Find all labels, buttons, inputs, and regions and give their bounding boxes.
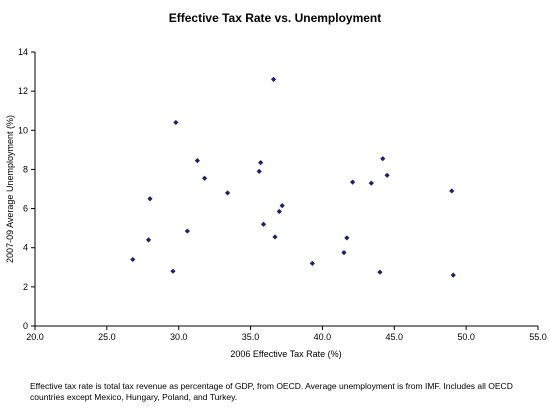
x-tick-label: 55.0 bbox=[529, 332, 547, 342]
y-tick-label: 12 bbox=[18, 86, 28, 96]
data-point bbox=[377, 269, 383, 275]
data-point bbox=[380, 156, 386, 162]
data-point bbox=[449, 188, 455, 194]
data-point bbox=[276, 208, 282, 215]
x-axis-title: 2006 Effective Tax Rate (%) bbox=[230, 349, 341, 359]
data-point bbox=[184, 228, 190, 234]
x-tick-label: 50.0 bbox=[457, 332, 475, 342]
data-point bbox=[344, 235, 350, 241]
data-point bbox=[201, 175, 208, 181]
y-tick-label: 0 bbox=[23, 321, 28, 331]
data-point bbox=[272, 234, 278, 240]
data-point bbox=[341, 250, 347, 256]
data-point bbox=[147, 196, 153, 202]
data-point bbox=[309, 260, 315, 266]
data-point bbox=[130, 256, 136, 263]
y-tick-label: 8 bbox=[23, 164, 28, 174]
y-tick-label: 4 bbox=[23, 243, 28, 253]
data-point bbox=[270, 76, 277, 82]
data-point bbox=[450, 272, 456, 278]
data-point bbox=[260, 221, 267, 227]
footnote: Effective tax rate is total tax revenue … bbox=[30, 381, 513, 402]
data-point bbox=[350, 179, 356, 185]
data-point bbox=[170, 268, 176, 274]
data-points bbox=[130, 76, 456, 278]
x-tick-label: 40.0 bbox=[314, 332, 332, 342]
y-tick-label: 10 bbox=[18, 125, 28, 135]
data-point bbox=[279, 203, 285, 209]
data-point bbox=[194, 158, 200, 164]
x-tick-label: 30.0 bbox=[170, 332, 188, 342]
x-tick-label: 35.0 bbox=[242, 332, 260, 342]
data-point bbox=[173, 119, 179, 126]
data-point bbox=[258, 159, 264, 166]
x-tick-label: 45.0 bbox=[386, 332, 404, 342]
y-tick-label: 6 bbox=[23, 204, 28, 214]
data-point bbox=[384, 172, 390, 178]
y-axis-title: 2007-09 Average Unemployment (%) bbox=[5, 115, 15, 263]
y-tick-label: 14 bbox=[18, 47, 28, 57]
data-point bbox=[368, 180, 374, 186]
x-tick-label: 20.0 bbox=[26, 332, 44, 342]
data-point bbox=[145, 237, 152, 243]
data-point bbox=[256, 168, 262, 174]
axes: 0 2 4 6 8 10 12 14 20.0 25.0 30.0 35.0 40.0 45.0 50.0 5… bbox=[18, 47, 547, 342]
data-point bbox=[224, 190, 231, 196]
chart-title: Effective Tax Rate vs. Unemployment bbox=[168, 11, 382, 25]
y-tick-label: 2 bbox=[23, 282, 28, 292]
x-tick-label: 25.0 bbox=[98, 332, 116, 342]
